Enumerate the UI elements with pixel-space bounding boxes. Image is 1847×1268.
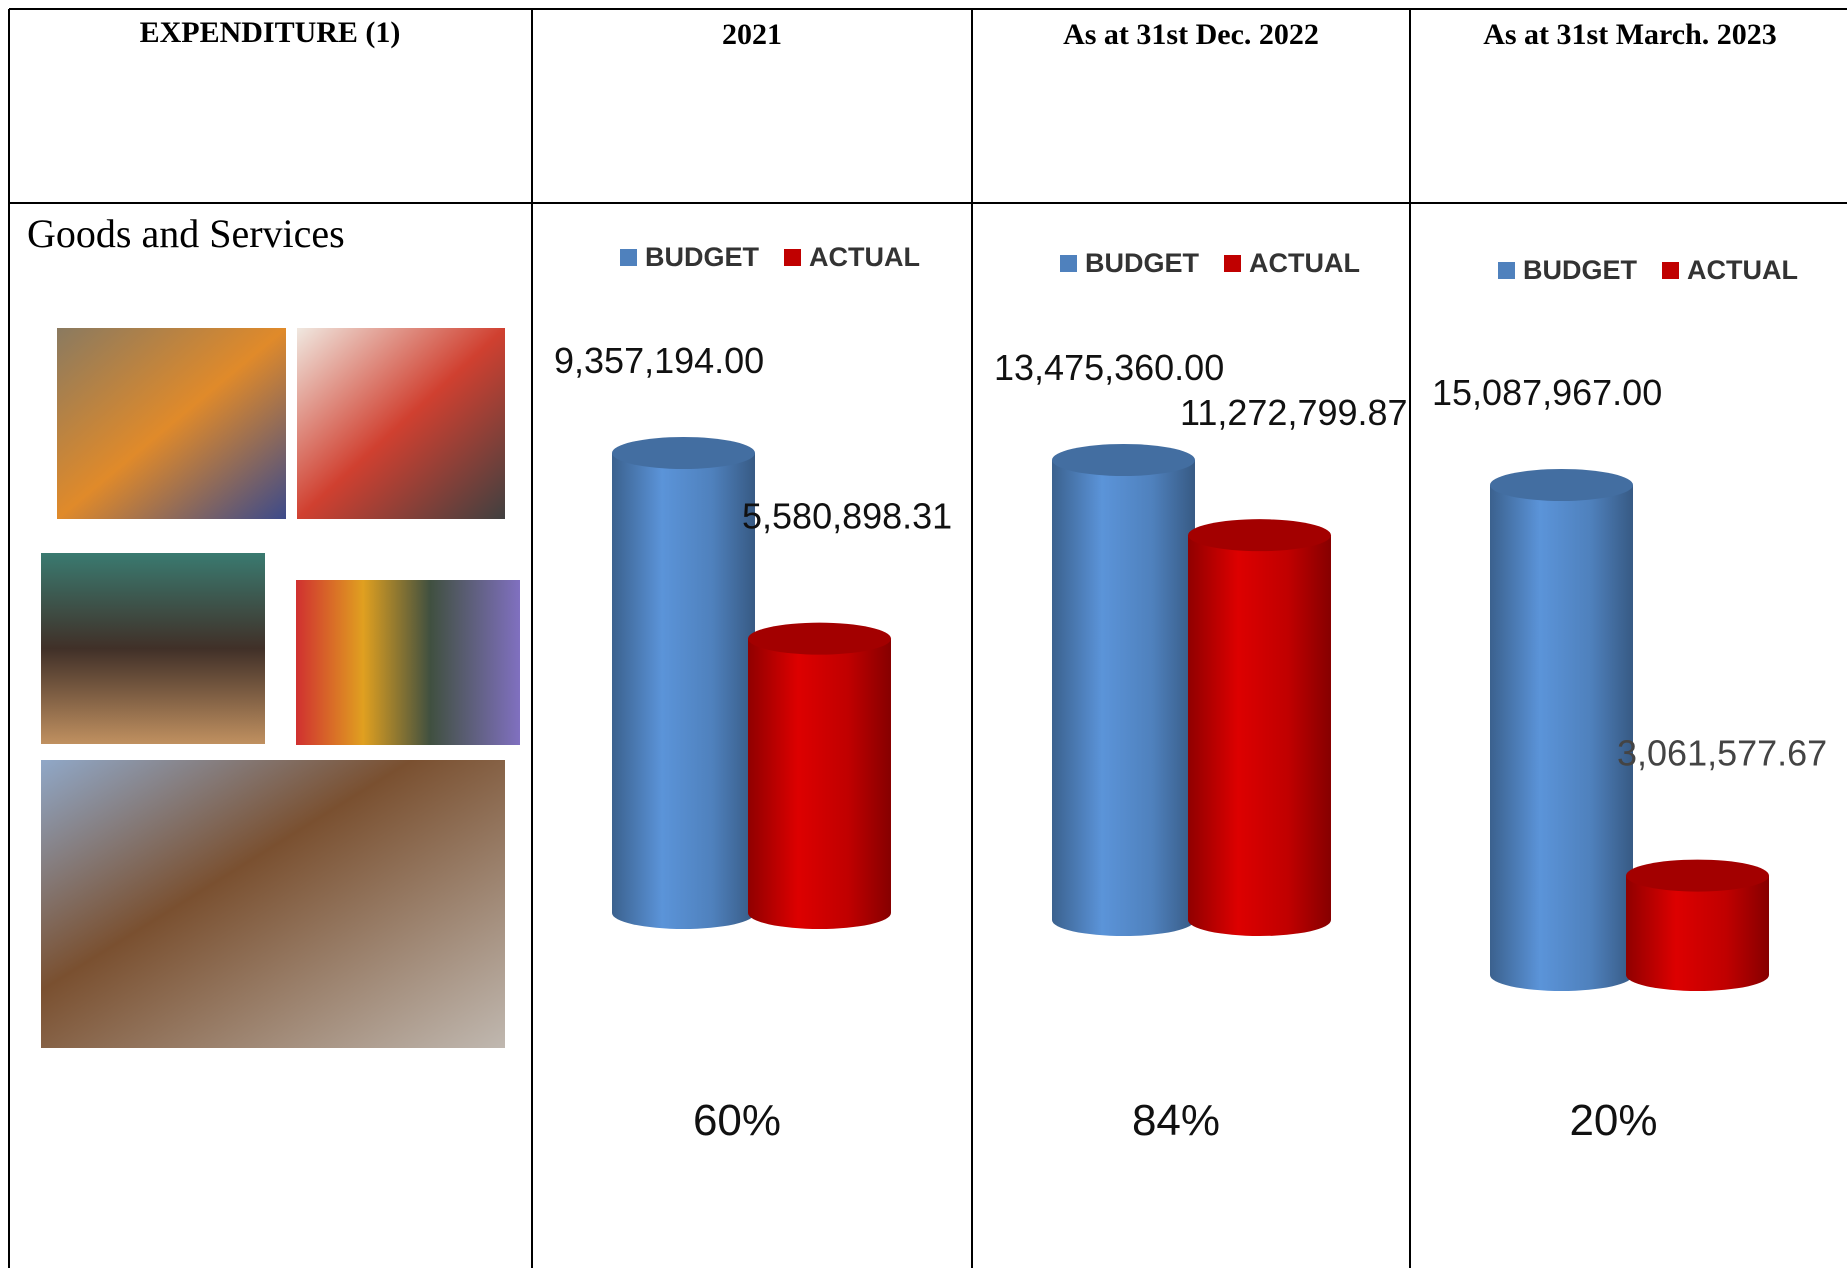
value-label: 15,087,967.00	[1432, 372, 1662, 413]
cylinder-top	[1188, 519, 1331, 552]
cylinder-top	[612, 437, 755, 469]
legend-label: ACTUAL	[809, 242, 920, 272]
percentage: 20%	[1569, 1096, 1657, 1145]
table-grid	[8, 8, 1847, 1268]
header: As at 31st March. 2023	[1483, 18, 1777, 51]
cylinder-top	[1626, 859, 1769, 892]
legend-label: BUDGET	[1085, 248, 1200, 278]
legend-swatch	[1662, 262, 1679, 279]
cylinder-body	[1490, 485, 1633, 975]
value-label: 9,357,194.00	[554, 340, 764, 381]
cylinder-body	[612, 453, 755, 913]
header: As at 31st Dec. 2022	[1063, 18, 1319, 51]
value-label: 3,061,577.67	[1617, 733, 1827, 774]
legend-swatch	[1498, 262, 1515, 279]
legend-label: BUDGET	[1523, 255, 1638, 285]
row-label: Goods and Services	[27, 211, 345, 256]
cylinder	[1626, 859, 1769, 991]
legend-swatch	[784, 249, 801, 266]
legend-label: BUDGET	[645, 242, 760, 272]
cylinder-body	[748, 638, 891, 913]
value-label: 5,580,898.31	[742, 496, 952, 537]
legend-label: ACTUAL	[1249, 248, 1360, 278]
photo	[296, 580, 520, 745]
legend-swatch	[1224, 255, 1241, 272]
cylinder-top	[1052, 444, 1195, 476]
cylinder-body	[1188, 535, 1331, 920]
header: 2021	[722, 18, 782, 51]
cylinder	[748, 622, 891, 929]
header: EXPENDITURE (1)	[140, 16, 401, 49]
cylinder	[1490, 469, 1633, 991]
cylinder	[1188, 519, 1331, 936]
photo	[41, 760, 505, 1048]
cylinder-body	[1626, 875, 1769, 975]
legend-swatch	[620, 249, 637, 266]
cylinder	[612, 437, 755, 929]
cylinder-top	[748, 622, 891, 655]
legend-swatch	[1060, 255, 1077, 272]
percentage: 84%	[1132, 1096, 1220, 1145]
cylinder-top	[1490, 469, 1633, 501]
photo	[297, 328, 505, 519]
photo	[41, 553, 265, 744]
legend-label: ACTUAL	[1687, 255, 1798, 285]
value-label: 13,475,360.00	[994, 347, 1224, 388]
cylinder	[1052, 444, 1195, 936]
cylinder-body	[1052, 460, 1195, 920]
percentage: 60%	[693, 1096, 781, 1145]
value-label: 11,272,799.87	[1180, 392, 1408, 433]
photo	[57, 328, 286, 519]
